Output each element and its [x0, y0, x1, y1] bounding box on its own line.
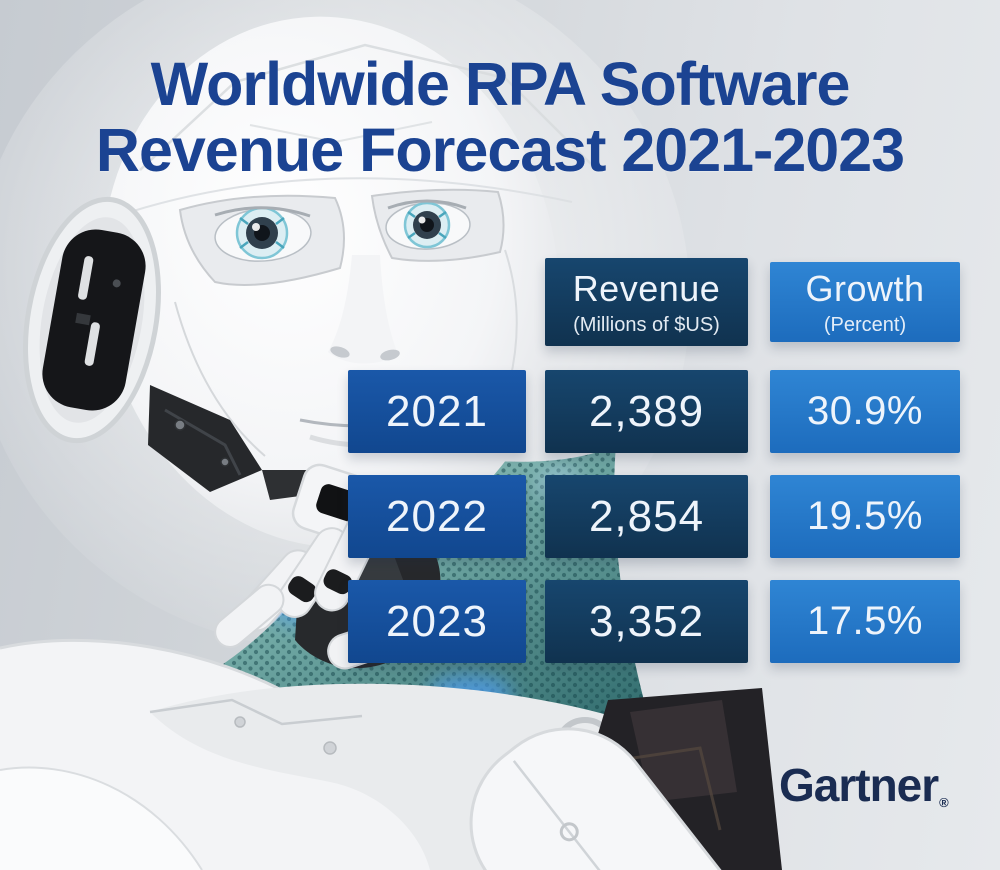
revenue-cell-row1: 2,389	[545, 370, 748, 453]
robot-left-eye-icon	[214, 206, 312, 262]
growth-header-label: Growth	[805, 267, 925, 309]
page-title: Worldwide RPA Software Revenue Forecast …	[0, 50, 1000, 184]
robot-ear	[23, 196, 330, 500]
registered-trademark-mark: ®	[939, 795, 949, 810]
robot-torso	[0, 638, 782, 870]
growth-header-sublabel: (Percent)	[823, 313, 907, 336]
revenue-header-sublabel: (Millions of $US)	[573, 313, 720, 336]
year-cell-row3: 2023	[348, 580, 526, 663]
gartner-logo: Gartner®	[779, 758, 949, 812]
title-line-1: Worldwide RPA Software	[150, 50, 851, 118]
revenue-cell-row3: 3,352	[545, 580, 748, 663]
revenue-cell-row2: 2,854	[545, 475, 748, 558]
forecast-table: Revenue (Millions of $US) Growth (Percen…	[348, 258, 960, 663]
growth-cell-row2: 19.5%	[770, 475, 960, 558]
growth-cell-row3: 17.5%	[770, 580, 960, 663]
revenue-column-header: Revenue (Millions of $US)	[545, 258, 748, 346]
year-cell-row2: 2022	[348, 475, 526, 558]
gartner-logo-text: Gartner	[779, 759, 939, 811]
robot-right-eye-icon	[385, 199, 471, 250]
growth-column-header: Growth (Percent)	[770, 262, 960, 342]
revenue-header-label: Revenue	[572, 267, 721, 309]
title-line-2: Revenue Forecast 2021-2023	[95, 115, 905, 184]
year-cell-row1: 2021	[348, 370, 526, 453]
growth-cell-row1: 30.9%	[770, 370, 960, 453]
robot-nose	[328, 255, 398, 364]
